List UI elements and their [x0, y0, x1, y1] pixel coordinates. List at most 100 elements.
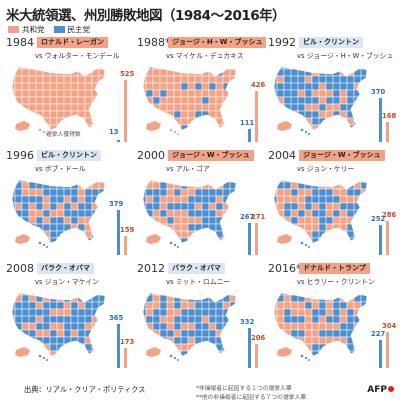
election-year: 2004	[268, 149, 296, 162]
source-note: 出典：リアル・クリア・ポリティクス	[24, 385, 146, 394]
winner-name: バラク・オバマ	[168, 263, 225, 274]
dem-electoral-votes: 332	[240, 318, 255, 326]
rep-electoral-bar	[124, 236, 127, 255]
election-panel: 1996 ビル・クリントン vs ボブ・ドール 379 159	[6, 149, 134, 263]
rep-electoral-votes: 159	[120, 226, 135, 234]
us-state-map	[273, 66, 368, 135]
opponent-name: vs ジョージ・H・W・ブッシュ	[297, 52, 394, 60]
dem-electoral-votes: 365	[109, 314, 124, 322]
alaska-shape	[277, 121, 292, 131]
election-panel: 1984 ロナルド・レーガン vs ウォルター・モンデール 13 525	[6, 36, 134, 150]
us-state-map	[11, 179, 106, 248]
opponent-name: vs ボブ・ドール	[35, 165, 86, 173]
dem-electoral-bar	[117, 140, 120, 142]
opponent-name: vs ジョン・マケイン	[35, 278, 99, 286]
alaska-shape	[15, 347, 30, 357]
rep-electoral-bar	[255, 223, 258, 255]
winner-name: ビル・クリントン	[299, 37, 363, 48]
rep-electoral-votes: 168	[382, 112, 397, 120]
alaska-shape	[146, 347, 161, 357]
election-panel: 2016** ドナルド・トランプ vs ヒラリー・クリントン 227 304	[268, 262, 396, 376]
opponent-name: vs ミット・ロムニー	[166, 278, 231, 286]
winner-name: ジョージ・W・ブッシュ	[299, 150, 385, 161]
page-title: 米大統領選、州別勝敗地図（1984～2016年）	[6, 8, 286, 24]
winner-name: ジョージ・W・ブッシュ	[168, 150, 254, 161]
electoral-votes-note: 選挙人獲得数	[46, 132, 81, 138]
rep-electoral-votes: 206	[251, 334, 266, 342]
election-year: 2012	[137, 262, 165, 275]
us-state-map	[273, 292, 368, 361]
rep-electoral-bar	[386, 221, 389, 255]
dem-electoral-votes: 379	[109, 200, 124, 208]
opponent-name: vs ヒラリー・クリントン	[297, 278, 375, 286]
footnote-2: **他の非操縦者に起因する７つの選挙人票	[196, 395, 307, 401]
alaska-shape	[146, 234, 161, 244]
rep-electoral-votes: 426	[251, 81, 266, 89]
election-panel: 2000 ジョージ・W・ブッシュ vs アル・ゴア 267 271	[137, 149, 265, 263]
rep-electoral-votes: 525	[120, 70, 135, 78]
opponent-name: vs マイケル・デュカキス	[166, 52, 244, 60]
rep-electoral-votes: 173	[120, 338, 135, 346]
election-panel: 1988* ジョージ・H・W・ブッシュ vs マイケル・デュカキス 111 42…	[137, 36, 267, 150]
election-year: 1984	[6, 36, 34, 49]
opponent-name: vs ウォルター・モンデール	[35, 52, 120, 60]
dem-electoral-votes: 227	[371, 330, 386, 338]
dem-electoral-bar	[379, 98, 382, 142]
rep-electoral-votes: 286	[382, 211, 397, 219]
election-year: 2016**	[268, 262, 307, 275]
alaska-shape	[277, 347, 292, 357]
rep-electoral-bar	[386, 332, 389, 368]
winner-name: ドナルド・トランプ	[299, 263, 370, 274]
election-panel: 2004 ジョージ・W・ブッシュ vs ジョン・ケリー 252 286	[268, 149, 396, 263]
dem-electoral-votes: 370	[371, 88, 386, 96]
dem-electoral-bar	[117, 324, 120, 368]
alaska-shape	[277, 234, 292, 244]
afp-logo: AFP	[367, 385, 394, 395]
election-year: 1996	[6, 149, 34, 162]
dem-electoral-bar	[117, 210, 120, 255]
legend: 共和党 民主党	[8, 24, 99, 35]
dem-electoral-votes: 13	[109, 128, 119, 136]
election-year: 2000	[137, 149, 165, 162]
election-year: 1992	[268, 36, 296, 49]
winner-name: ロナルド・レーガン	[37, 37, 108, 48]
alaska-shape	[15, 234, 30, 244]
dem-electoral-bar	[379, 225, 382, 255]
winner-name: ビル・クリントン	[37, 150, 101, 161]
us-state-map	[273, 179, 368, 248]
rep-electoral-votes: 304	[382, 322, 397, 330]
us-state-map	[142, 179, 237, 248]
dem-electoral-bar	[379, 340, 382, 368]
legend-label-rep: 共和党	[22, 25, 45, 34]
rep-electoral-bar	[124, 348, 127, 368]
winner-name: バラク・オバマ	[37, 263, 94, 274]
opponent-name: vs ジョン・ケリー	[297, 165, 355, 173]
election-panel: 1992 ビル・クリントン vs ジョージ・H・W・ブッシュ 370 168	[268, 36, 396, 150]
rep-electoral-bar	[386, 122, 389, 142]
opponent-name: vs アル・ゴア	[166, 165, 210, 173]
dem-electoral-votes: 267	[240, 213, 255, 221]
us-state-map	[11, 66, 106, 135]
winner-name: ジョージ・H・W・ブッシュ	[168, 37, 267, 48]
legend-swatch-rep	[8, 26, 19, 33]
dem-electoral-votes: 252	[371, 215, 386, 223]
election-panel: 2008 バラク・オバマ vs ジョン・マケイン 365 173	[6, 262, 134, 376]
legend-swatch-dem	[53, 26, 65, 33]
rep-electoral-votes: 271	[251, 213, 266, 221]
legend-label-dem: 民主党	[67, 25, 91, 34]
rep-electoral-bar	[255, 91, 258, 142]
dem-electoral-bar	[248, 328, 251, 368]
us-state-map	[11, 292, 106, 361]
alaska-shape	[146, 121, 161, 131]
election-year: 2008	[6, 262, 34, 275]
dem-electoral-bar	[248, 223, 251, 255]
alaska-shape	[15, 121, 30, 131]
election-year: 1988*	[137, 36, 171, 49]
us-state-map	[142, 292, 237, 361]
rep-electoral-bar	[255, 344, 258, 368]
us-state-map	[142, 66, 237, 135]
dem-electoral-votes: 111	[240, 119, 255, 127]
election-panel: 2012 バラク・オバマ vs ミット・ロムニー 332 206	[137, 262, 265, 376]
dem-electoral-bar	[248, 129, 251, 142]
footnote-1: *非操縦者に起因する１つの選挙人票	[196, 386, 292, 392]
